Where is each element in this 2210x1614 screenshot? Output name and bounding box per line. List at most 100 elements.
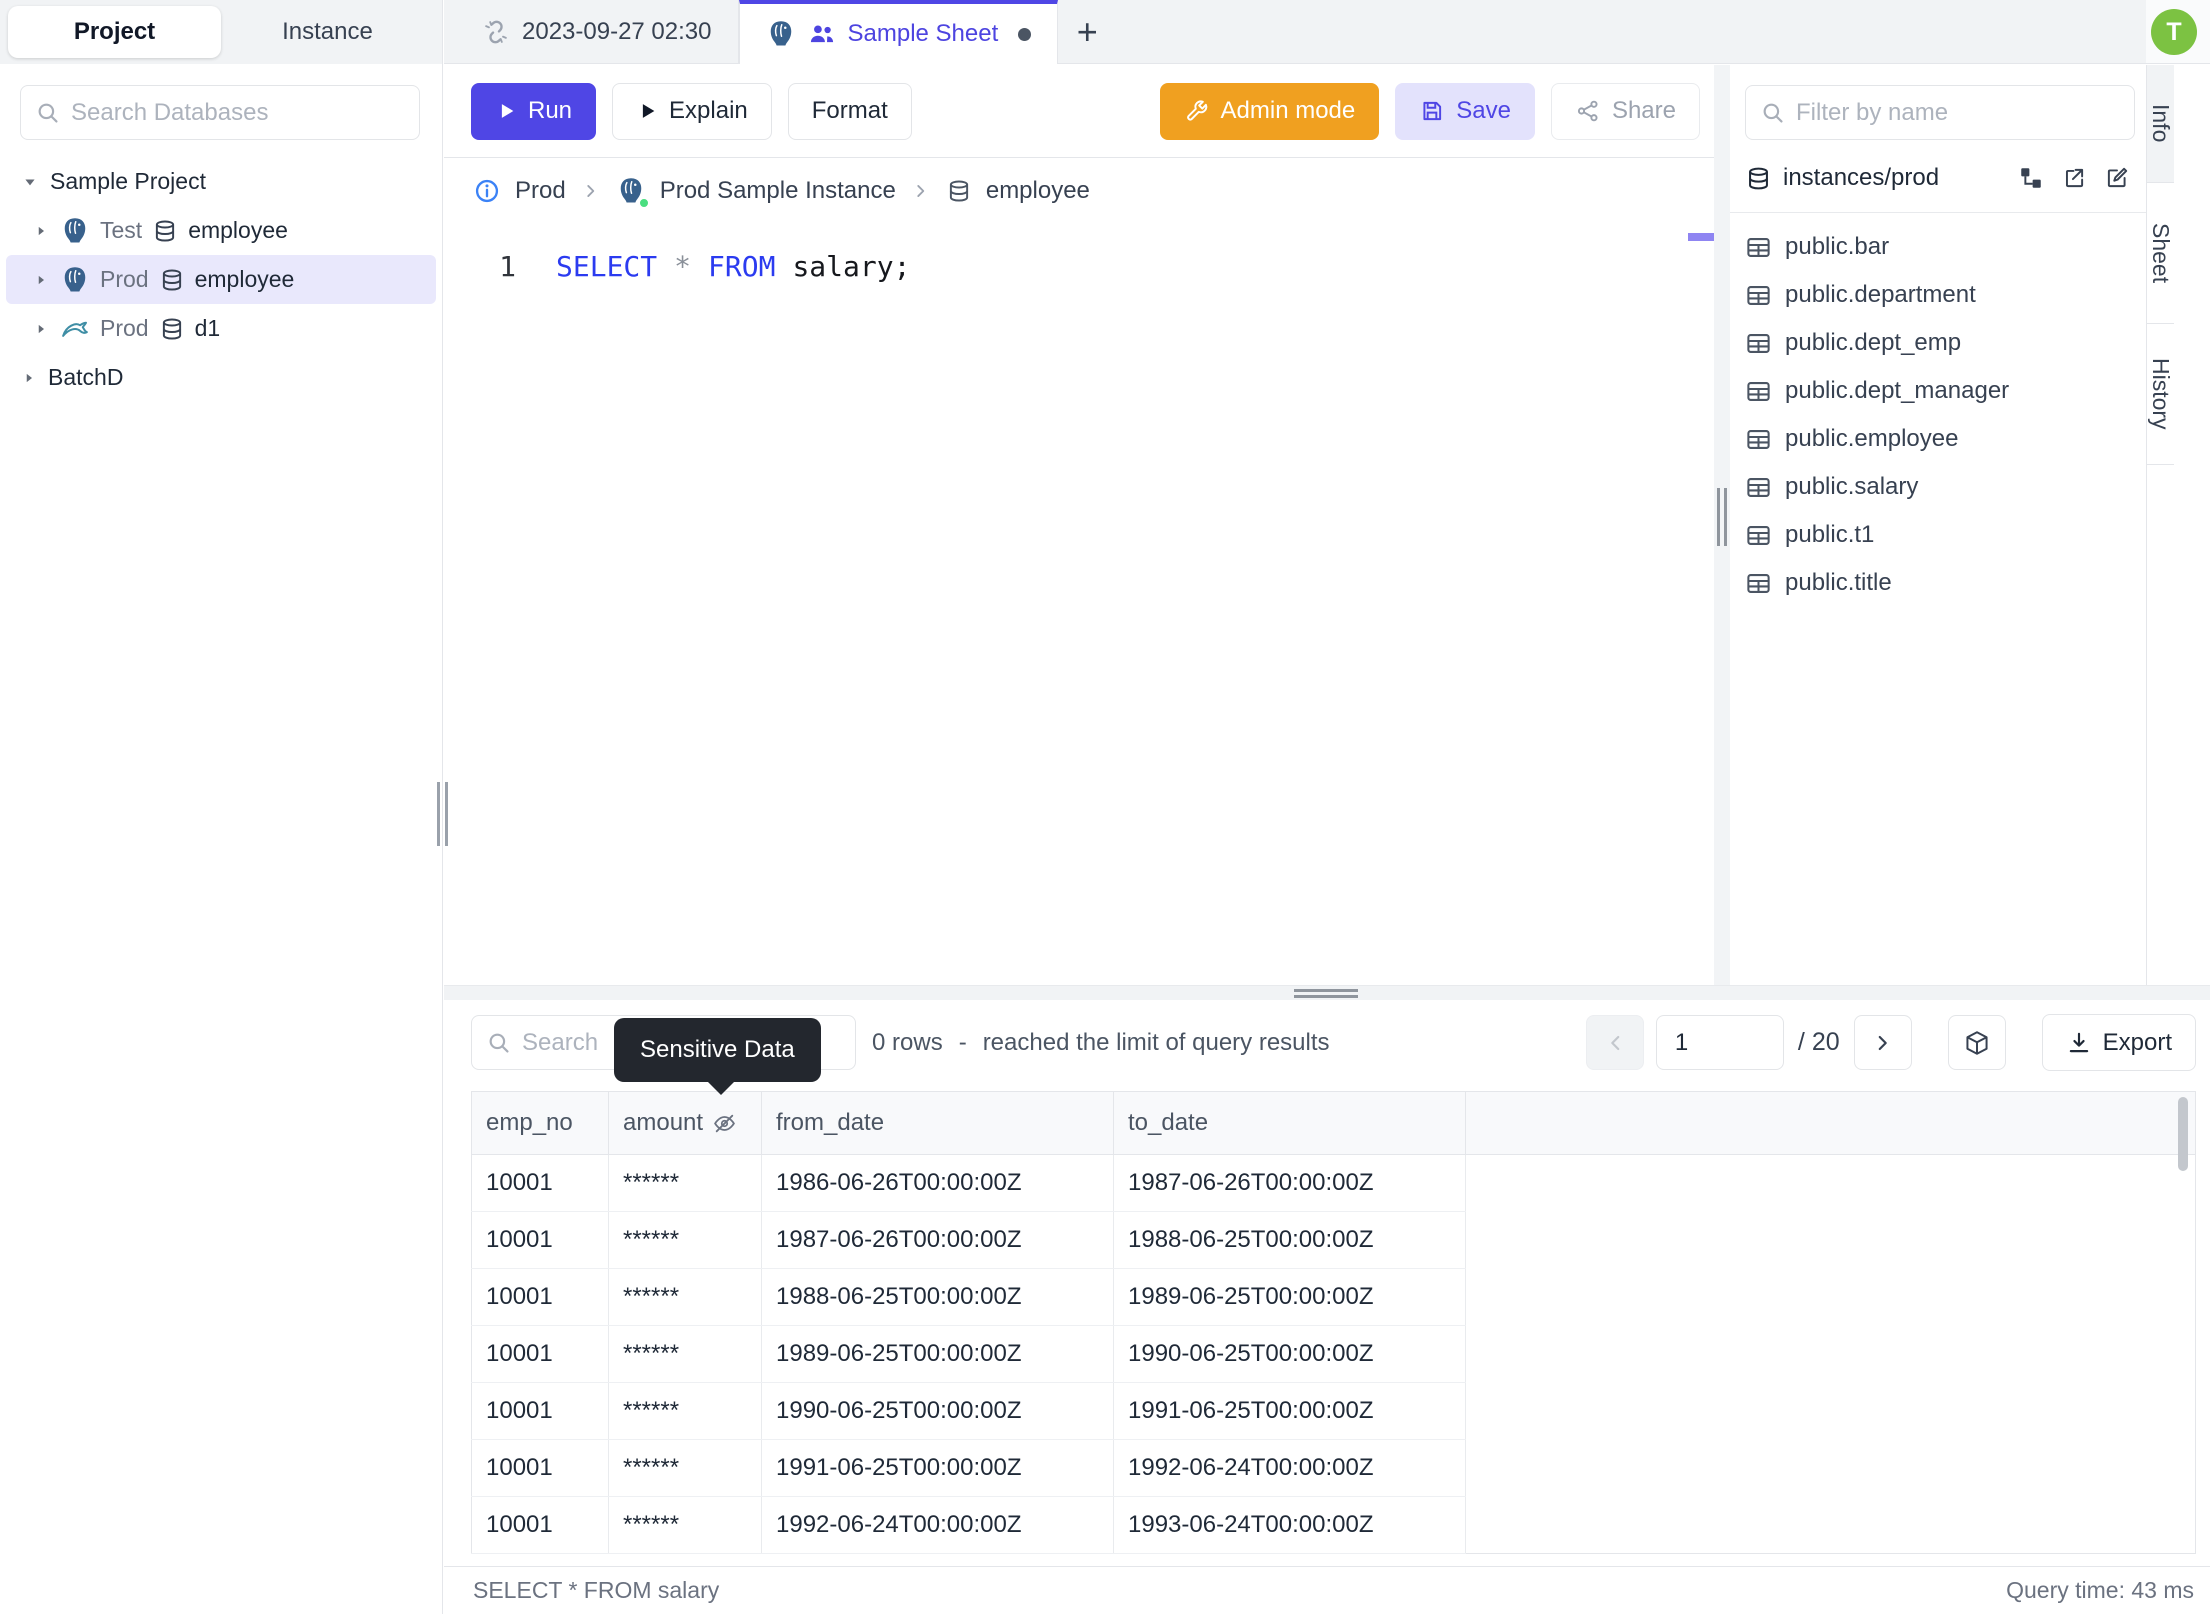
run-button[interactable]: Run	[471, 82, 597, 140]
admin-mode-label: Admin mode	[1220, 97, 1356, 124]
tab-project[interactable]: Project	[8, 6, 221, 58]
table-row: 10001 ****** 1986-06-26T00:00:00Z 1987-06-2…	[471, 1154, 2196, 1212]
results-resize-divider[interactable]	[444, 985, 2210, 1000]
explain-button[interactable]: Explain	[612, 82, 772, 140]
list-item-table[interactable]: public.bar	[1730, 223, 2146, 271]
play-icon	[495, 100, 517, 122]
side-strip: Info Sheet History	[2146, 65, 2210, 985]
sensitive-data-tooltip: Sensitive Data	[614, 1018, 821, 1095]
filter-by-name-input[interactable]	[1796, 98, 2120, 127]
table-icon	[1745, 378, 1772, 405]
tree-item-batchd[interactable]: BatchD	[0, 353, 442, 402]
list-item-table[interactable]: public.t1	[1730, 511, 2146, 559]
sql-editor[interactable]: 1 SELECT * FROM salary;	[444, 250, 1714, 283]
table-row: 10001 ****** 1992-06-24T00:00:00Z 1993-06-2…	[471, 1496, 2196, 1554]
grid-scrollbar-thumb[interactable]	[2178, 1097, 2188, 1171]
admin-mode-button[interactable]: Admin mode	[1159, 82, 1380, 140]
database-search-box	[20, 85, 420, 140]
chevron-right-icon[interactable]	[32, 222, 50, 240]
editor-scrollbar-thumb[interactable]	[1688, 233, 1714, 241]
format-button[interactable]: Format	[787, 82, 912, 140]
download-icon	[2066, 1030, 2092, 1056]
cell-amount-masked: ******	[608, 1268, 762, 1326]
list-item-table[interactable]: public.employee	[1730, 415, 2146, 463]
tree-item-prod-employee[interactable]: Prod employee	[6, 255, 436, 304]
info-icon[interactable]	[473, 177, 501, 205]
eye-off-icon[interactable]	[712, 1111, 737, 1136]
table-row: 10001 ****** 1990-06-25T00:00:00Z 1991-06-2…	[471, 1382, 2196, 1440]
database-label: d1	[194, 315, 221, 341]
external-link-icon[interactable]	[2061, 165, 2087, 191]
cell-filler	[1465, 1439, 2196, 1497]
database-icon	[159, 316, 185, 342]
table-name: public.dept_manager	[1785, 377, 2010, 404]
search-databases-input[interactable]	[71, 98, 405, 127]
breadcrumb-environment[interactable]: Prod	[515, 177, 566, 204]
new-tab-button[interactable]: +	[1076, 10, 1098, 52]
chevron-right-icon[interactable]	[32, 271, 50, 289]
database-label: employee	[188, 217, 288, 243]
connection-label: instances/prod	[1783, 164, 1940, 191]
divider-handle[interactable]	[1717, 488, 1727, 546]
cell-emp-no: 10001	[471, 1439, 609, 1497]
tree-item-prod-d1[interactable]: Prod d1	[0, 304, 442, 353]
table-name: public.salary	[1785, 473, 1919, 500]
cell-amount-masked: ******	[608, 1211, 762, 1269]
breadcrumb-instance[interactable]: Prod Sample Instance	[659, 177, 896, 204]
search-icon	[1760, 100, 1786, 126]
breadcrumb-database[interactable]: employee	[985, 177, 1090, 204]
tab-history[interactable]: History	[2147, 324, 2174, 465]
column-label: amount	[623, 1109, 704, 1136]
sql-line: SELECT * FROM salary;	[556, 250, 910, 283]
environment-label: Prod	[100, 266, 149, 292]
chevron-right-icon[interactable]	[32, 320, 50, 338]
tree-item-sample-project[interactable]: Sample Project	[0, 157, 442, 206]
editor-toolbar: Run Explain Format Admin mode Save Share	[444, 65, 1714, 158]
status-dot	[637, 197, 650, 209]
share-button[interactable]: Share	[1550, 82, 1700, 140]
prev-page-button[interactable]	[1585, 1015, 1644, 1070]
list-item-table[interactable]: public.dept_manager	[1730, 367, 2146, 415]
edit-icon[interactable]	[2104, 165, 2130, 191]
column-header-filler	[1465, 1091, 2196, 1155]
chevron-right-icon	[1870, 1030, 1896, 1056]
avatar[interactable]: T	[2151, 9, 2197, 55]
table-name: public.bar	[1785, 233, 1890, 260]
list-item-table[interactable]: public.department	[1730, 271, 2146, 319]
save-button[interactable]: Save	[1395, 82, 1535, 140]
divider-handle[interactable]	[1294, 989, 1358, 998]
sql-keyword: SELECT	[556, 250, 658, 283]
schema-diagram-icon[interactable]	[2018, 165, 2044, 191]
list-item-table[interactable]: public.dept_emp	[1730, 319, 2146, 367]
panel-resize-divider[interactable]	[1714, 65, 1730, 985]
list-item-table[interactable]: public.title	[1730, 559, 2146, 607]
tab-instance[interactable]: Instance	[282, 18, 373, 45]
page-number-input[interactable]	[1655, 1015, 1784, 1070]
cell-to-date: 1991-06-25T00:00:00Z	[1113, 1382, 1466, 1440]
tree-item-test-employee[interactable]: Test employee	[0, 206, 442, 255]
tab-sample-sheet[interactable]: Sample Sheet	[738, 0, 1059, 64]
share-label: Share	[1611, 97, 1676, 124]
list-item-table[interactable]: public.salary	[1730, 463, 2146, 511]
column-header-emp-no: emp_no	[471, 1091, 609, 1155]
chevron-right-icon[interactable]	[20, 369, 38, 387]
sidebar-resize-handle[interactable]	[437, 782, 448, 846]
export-button[interactable]: Export	[2041, 1014, 2196, 1071]
table-header-row: emp_no amount from_date to_date	[471, 1091, 2196, 1155]
tab-sheet[interactable]: Sheet	[2147, 183, 2174, 324]
cube-button[interactable]	[1947, 1015, 2006, 1070]
results-grid-wrap: emp_no amount from_date to_date 10001 ***…	[471, 1091, 2196, 1554]
cell-filler	[1465, 1268, 2196, 1326]
cell-from-date: 1991-06-25T00:00:00Z	[761, 1439, 1114, 1497]
chevron-right-icon	[910, 180, 932, 202]
cell-from-date: 1986-06-26T00:00:00Z	[761, 1154, 1114, 1212]
next-page-button[interactable]	[1853, 1015, 1912, 1070]
tab-unsaved-sheet[interactable]: 2023-09-27 02:30	[456, 0, 739, 63]
table-name: public.employee	[1785, 425, 1959, 452]
table-name: public.department	[1785, 281, 1976, 308]
project-label: BatchD	[48, 364, 124, 390]
unsaved-dot-icon[interactable]	[1018, 27, 1032, 41]
chevron-down-icon[interactable]	[20, 172, 40, 192]
tab-info[interactable]: Info	[2147, 65, 2174, 183]
table-row: 10001 ****** 1991-06-25T00:00:00Z 1992-06-2…	[471, 1439, 2196, 1497]
